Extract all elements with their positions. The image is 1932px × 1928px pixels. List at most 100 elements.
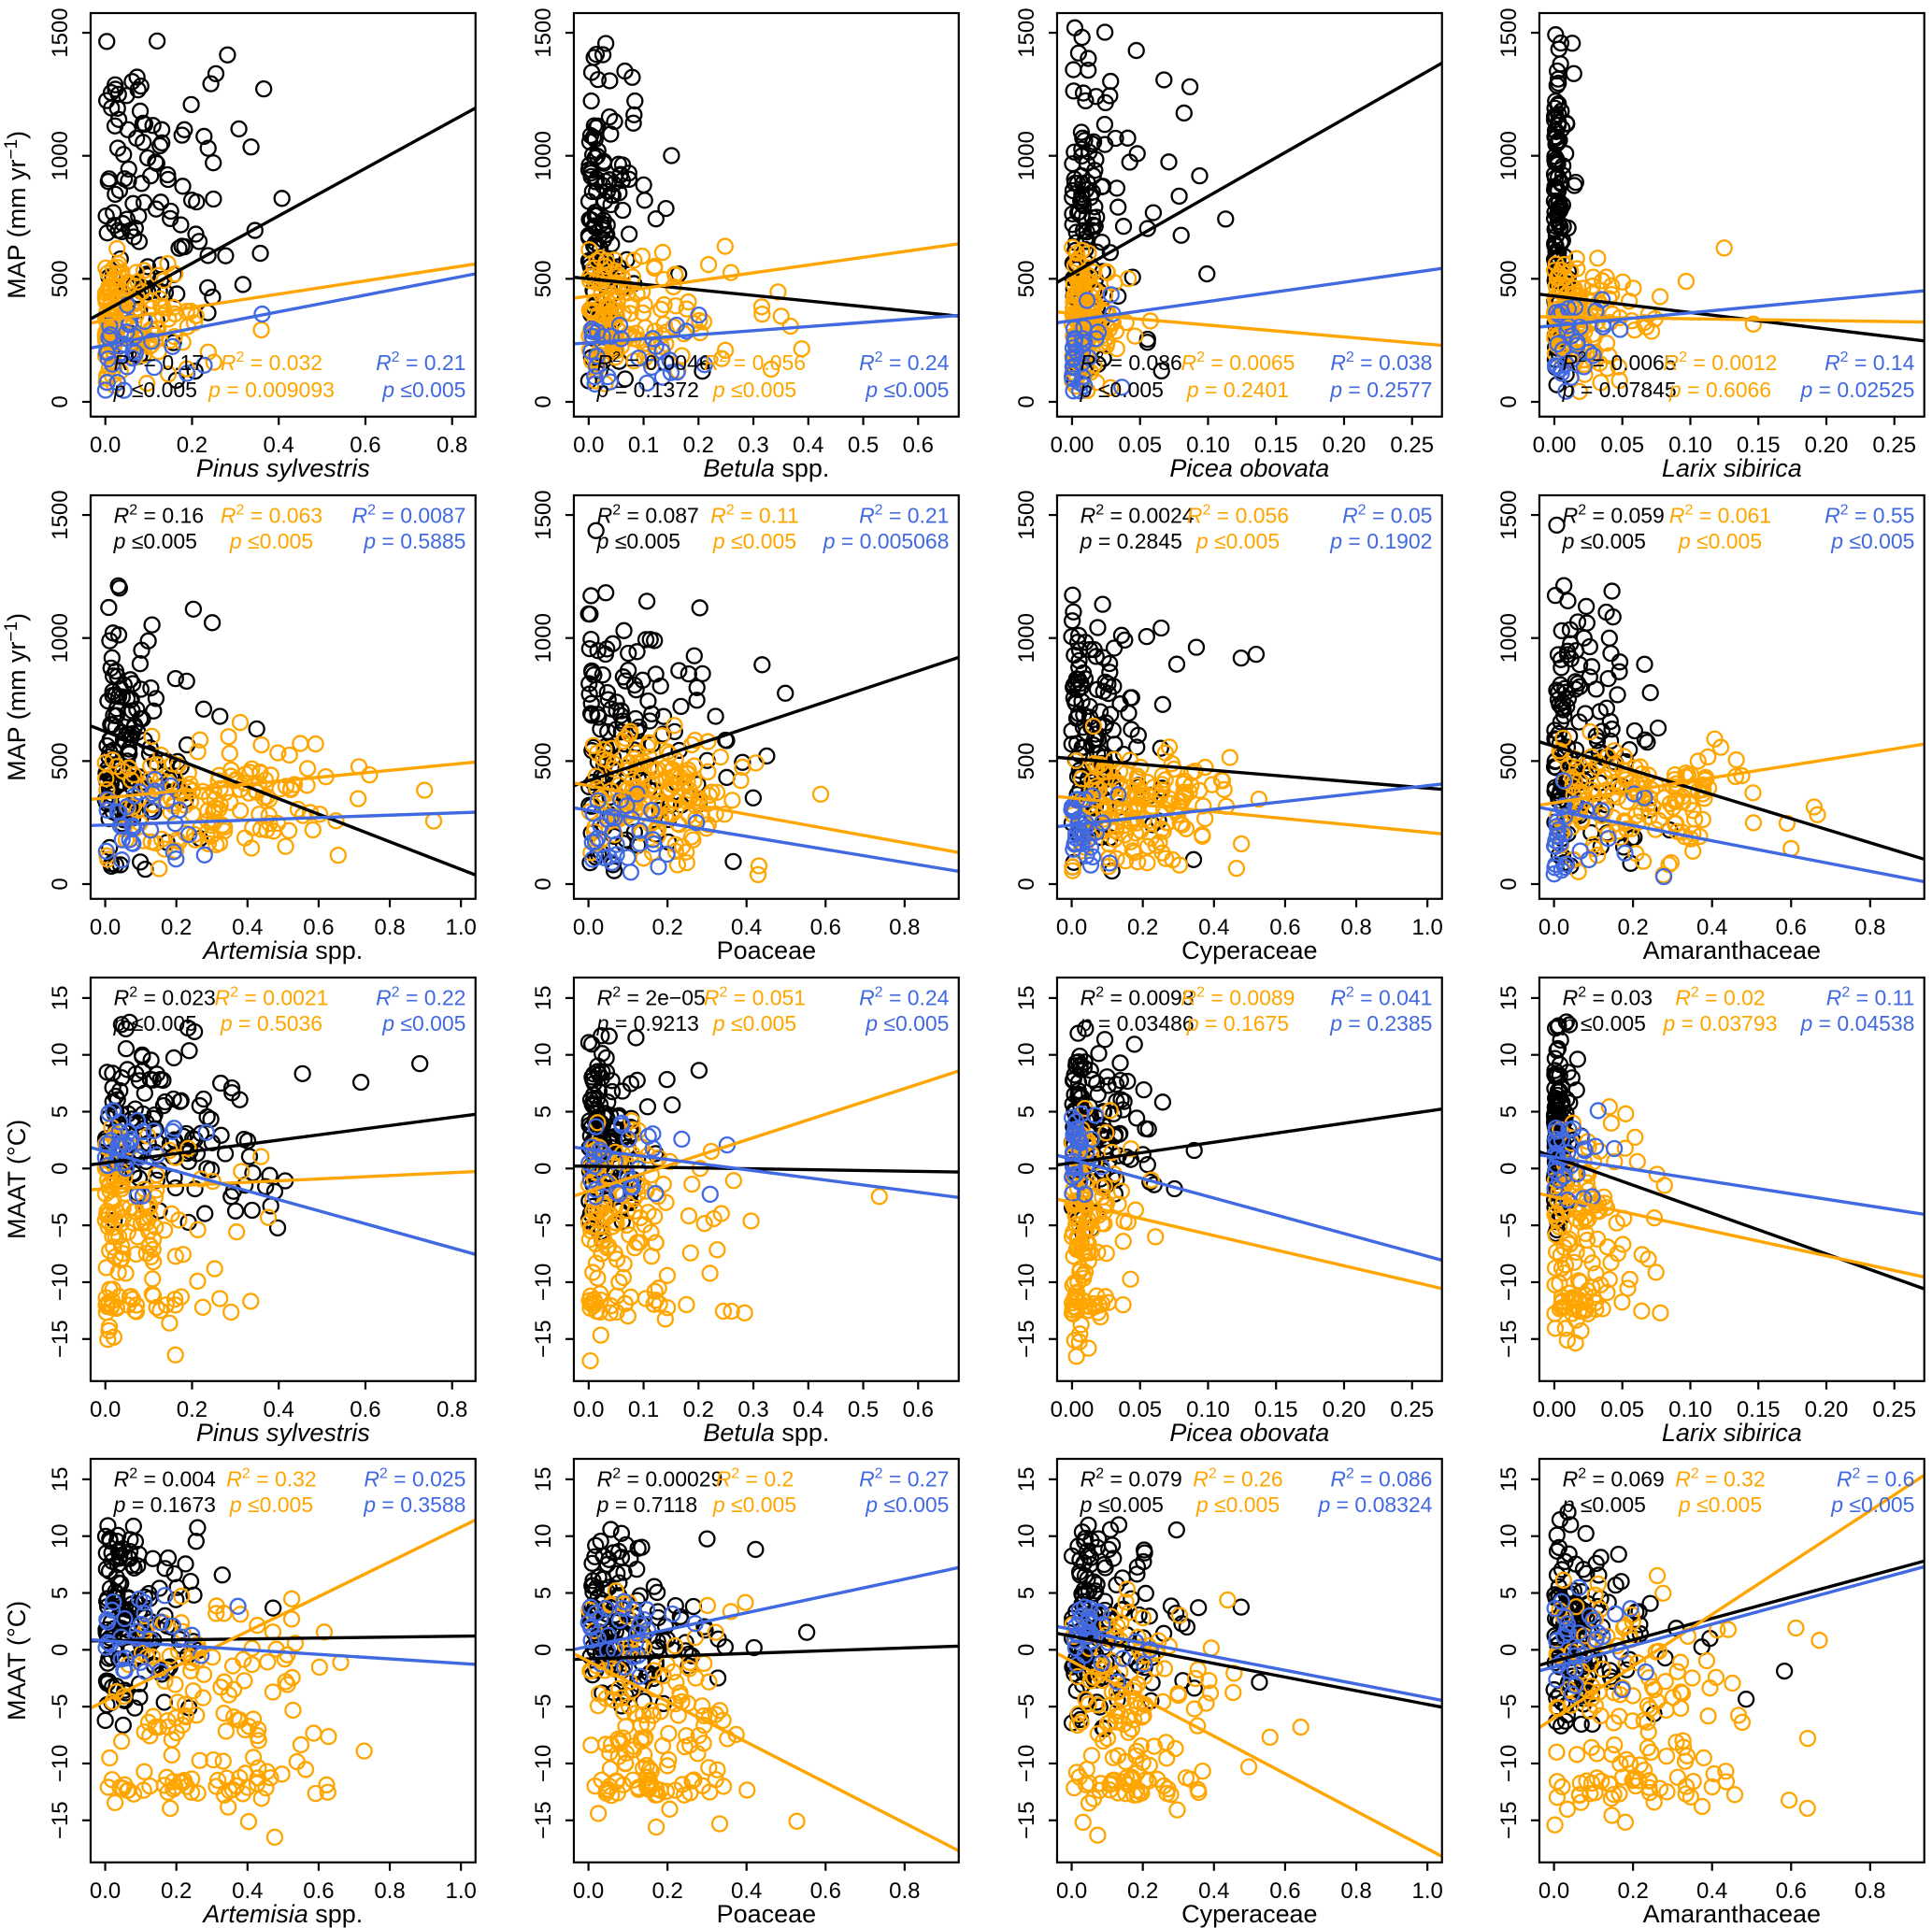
scatter-point [143, 616, 161, 634]
x-axis: 0.00 0.05 0.10 0.15 0.20 0.25 [1533, 1380, 1916, 1421]
scatter-point [136, 1084, 153, 1102]
scatter-point [1581, 722, 1599, 740]
x-axis: 0.00 0.05 0.10 0.15 0.20 0.25 [1533, 416, 1916, 458]
regression-line-black [1056, 755, 1442, 792]
scatter-point [107, 1533, 126, 1550]
regression-line-black [1539, 1150, 1925, 1291]
scatter-layer [1063, 1020, 1203, 1364]
scatter-point [628, 1071, 646, 1089]
scatter-point [588, 170, 606, 188]
scatter-point [1118, 1072, 1136, 1090]
scatter-point [195, 846, 213, 864]
stats-p: p = 0.1673 [113, 1492, 216, 1517]
scatter-point [1580, 1305, 1597, 1322]
scatter-point [1597, 781, 1616, 799]
scatter-point [647, 210, 665, 228]
regression-line-orange [1056, 1196, 1442, 1290]
stats-p: p ≤0.005 [1079, 378, 1163, 402]
scatter-point [261, 1166, 279, 1184]
scatter-point [1560, 757, 1578, 775]
scatter-point [597, 1690, 615, 1707]
scatter-point [1554, 771, 1573, 790]
scatter-point [675, 1786, 693, 1805]
scatter-point [1567, 1334, 1585, 1351]
scatter-point [671, 1608, 689, 1626]
scatter-point [580, 133, 598, 150]
scatter-point [580, 241, 598, 259]
scatter-point [589, 1057, 607, 1075]
scatter-point [601, 125, 620, 143]
scatter-point [1667, 814, 1685, 833]
scatter-point [273, 190, 291, 207]
scatter-point [1546, 1061, 1564, 1079]
scatter-point [96, 1711, 114, 1730]
scatter-point [1075, 1185, 1094, 1203]
scatter-point [243, 1201, 261, 1219]
y-tick-label: 5 [1496, 1105, 1522, 1117]
scatter-point [634, 1707, 652, 1724]
scatter-point [580, 193, 597, 210]
regression-line-orange [573, 1068, 959, 1197]
scatter-point [1086, 295, 1104, 313]
scatter-blue [97, 1587, 247, 1680]
scatter-point [1080, 349, 1097, 366]
y-tick-label: 10 [48, 1524, 73, 1550]
scatter-point [1550, 646, 1567, 664]
scatter-point [170, 1210, 188, 1229]
scatter-point [677, 843, 695, 861]
stats-p: p = 0.04538 [1800, 1010, 1915, 1035]
x-tick-label: 0.4 [731, 915, 762, 940]
scatter-point [99, 1156, 117, 1174]
scatter-point [310, 1658, 328, 1677]
stats-p: p ≤0.005 [1562, 1010, 1646, 1035]
scatter-point [188, 1144, 207, 1163]
scatter-point [102, 1131, 120, 1150]
scatter-point [143, 801, 161, 820]
scatter-point [144, 1070, 162, 1089]
scatter-point [637, 1757, 655, 1775]
y-tick-label: 1500 [48, 490, 73, 539]
scatter-layer [580, 35, 810, 393]
stats-p: p = 0.5885 [363, 529, 465, 553]
scatter-point [581, 1299, 599, 1317]
stats-r2: R2 = 0.0065 [1563, 350, 1677, 375]
y-tick-label: −10 [1013, 1263, 1038, 1301]
scatter-black [1063, 1516, 1268, 1738]
scatter-point [112, 1015, 131, 1033]
scatter-point [632, 1717, 650, 1735]
scatter-point [202, 827, 221, 845]
scatter-point [639, 734, 658, 752]
scatter-point [654, 725, 672, 743]
stats-blue: R2 = 0.22p ≤0.005 [376, 984, 465, 1035]
scatter-point [1112, 378, 1130, 396]
scatter-point [1095, 115, 1113, 134]
scatter-point [588, 347, 606, 365]
x-tick-label: 1.0 [445, 915, 476, 940]
scatter-point [1181, 78, 1198, 96]
scatter-point [622, 863, 639, 881]
scatter-point [1554, 701, 1572, 719]
y-tick-label: 500 [48, 260, 73, 297]
stats-r2: R2 = 0.087 [596, 502, 698, 527]
y-tick-label: −5 [48, 1212, 73, 1237]
scatter-point [1066, 1056, 1084, 1074]
scatter-point [594, 740, 613, 758]
scatter-point [1806, 798, 1824, 816]
y-tick-label: −15 [1496, 1320, 1522, 1358]
scatter-point [632, 1730, 651, 1748]
y-tick-label: 1500 [48, 7, 73, 57]
scatter-point [1087, 1108, 1106, 1126]
y-tick-label: 500 [1496, 742, 1522, 779]
x-tick-label: 0.0 [573, 433, 604, 458]
scatter-point [712, 1204, 730, 1222]
scatter-point [257, 1178, 275, 1195]
scatter-point [194, 1665, 213, 1684]
scatter-point [220, 1798, 237, 1817]
y-tick-label: 1000 [1496, 613, 1522, 663]
x-tick-label: 0.10 [1668, 1396, 1712, 1421]
scatter-point [101, 1635, 119, 1654]
scatter-point [664, 1606, 681, 1623]
